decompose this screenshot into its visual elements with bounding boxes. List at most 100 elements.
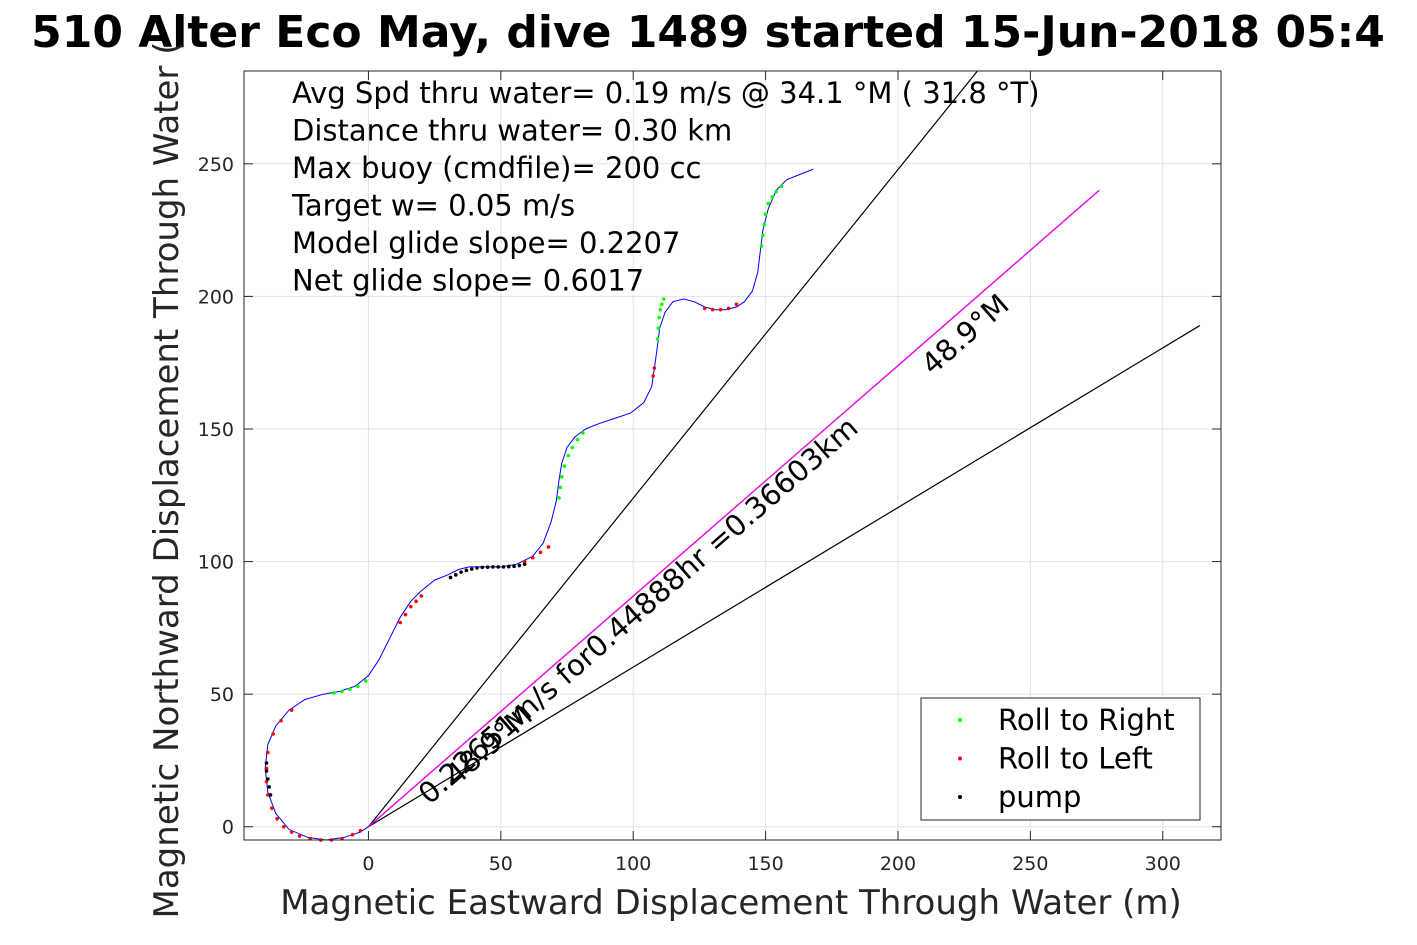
- plot-frame: [243, 70, 1222, 841]
- roll-right-point: [557, 496, 561, 500]
- roll-left-point: [718, 307, 723, 312]
- pump-point: [485, 565, 490, 569]
- heading-label-upper: 48.9°M: [915, 287, 1016, 381]
- x-tick-label: 150: [747, 853, 783, 875]
- x-tick-label: 50: [489, 853, 513, 875]
- roll-right-point: [558, 485, 563, 490]
- roll-left-point: [652, 366, 657, 370]
- pump-point: [480, 565, 485, 570]
- stats-line: Target w= 0.05 m/s: [291, 189, 575, 223]
- pump-point: [268, 793, 273, 797]
- pump-point: [448, 575, 453, 580]
- roll-left-point: [702, 306, 707, 311]
- legend: Roll to Right Roll to Left pump: [920, 697, 1201, 821]
- roll-left-point: [530, 555, 535, 560]
- roll-left-point: [409, 604, 413, 609]
- roll-right-point: [566, 453, 571, 458]
- pump-point: [469, 567, 474, 571]
- roll-right-point: [779, 184, 784, 189]
- roll-left-point: [281, 824, 286, 829]
- chart-title: 510 Alter Eco May, dive 1489 started 15-…: [31, 7, 1385, 58]
- roll-right-point: [770, 195, 775, 199]
- tick-layer: 0 50 100 150 200 250 300 0 50 100 150 200 250: [198, 71, 1221, 875]
- roll-right-point: [332, 691, 336, 695]
- roll-left-point: [264, 766, 269, 771]
- stats-line: Avg Spd thru water= 0.19 m/s @ 34.1 °M (…: [292, 76, 1040, 110]
- roll-right-point: [661, 297, 666, 301]
- roll-left-point: [297, 834, 302, 838]
- legend-label: Roll to Right: [998, 703, 1175, 737]
- pump-point: [501, 565, 506, 569]
- pump-point: [496, 565, 500, 569]
- roll-right-point: [363, 679, 368, 683]
- roll-right-point: [340, 689, 344, 694]
- y-axis-label: Magnetic Northward Displacement Through …: [147, 42, 187, 919]
- legend-label: Roll to Left: [998, 742, 1153, 776]
- pump-point: [264, 769, 269, 773]
- roll-right-point: [559, 474, 564, 479]
- y-tick-label: 0: [222, 817, 234, 839]
- roll-left-point: [651, 374, 655, 378]
- y-tick-label: 50: [210, 684, 234, 706]
- roll-right-point: [762, 223, 767, 227]
- roll-left-point: [264, 779, 269, 784]
- roll-left-point: [358, 828, 363, 833]
- legend-marker: [958, 795, 962, 799]
- roll-left-point: [270, 806, 274, 810]
- stats-annotations: Avg Spd thru water= 0.19 m/s @ 34.1 °M (…: [291, 76, 1040, 298]
- roll-right-point: [774, 189, 778, 194]
- roll-left-point: [710, 307, 715, 312]
- roll-right-point: [657, 315, 661, 320]
- x-tick-label: 250: [1012, 853, 1048, 875]
- roll-right-point: [562, 464, 567, 468]
- pump-point: [517, 563, 522, 568]
- y-tick-label: 250: [198, 154, 234, 176]
- roll-left-point: [289, 830, 294, 834]
- roll-right-point: [656, 326, 661, 331]
- roll-left-point: [266, 750, 270, 755]
- roll-left-point: [546, 545, 551, 549]
- roll-left-point: [271, 732, 275, 736]
- pump-point: [464, 568, 469, 573]
- roll-left-point: [414, 599, 418, 604]
- pump-point: [506, 564, 511, 569]
- current-line: [368, 189, 1100, 828]
- roll-left-point: [522, 559, 527, 564]
- pump-point: [266, 777, 270, 781]
- heading-line: [367, 71, 978, 828]
- pump-point: [475, 566, 479, 570]
- x-axis-label: Magnetic Eastward Displacement Through W…: [280, 883, 1182, 923]
- roll-right-point: [763, 212, 768, 216]
- roll-left-point: [266, 793, 270, 797]
- roll-right-point: [759, 244, 764, 248]
- stats-line: Model glide slope= 0.2207: [292, 226, 680, 260]
- roll-left-point: [398, 620, 403, 625]
- pump-point: [522, 562, 527, 567]
- stats-line: Distance thru water= 0.30 km: [292, 114, 732, 148]
- roll-left-point: [726, 306, 731, 311]
- roll-left-point: [275, 816, 279, 821]
- stats-line: Net glide slope= 0.6017: [292, 264, 644, 298]
- roll-right-point: [348, 687, 352, 692]
- pump-point: [454, 573, 458, 577]
- roll-right-point: [570, 445, 575, 450]
- pump-point: [491, 565, 495, 569]
- x-tick-label: 100: [615, 853, 651, 875]
- roll-right-point: [356, 684, 360, 688]
- legend-marker: [958, 718, 962, 722]
- x-tick-label: 200: [880, 853, 916, 875]
- stats-line: Max buoy (cmdfile)= 200 cc: [292, 151, 701, 185]
- roll-right-point: [766, 201, 771, 206]
- y-tick-label: 200: [198, 286, 234, 308]
- roll-left-point: [419, 594, 424, 598]
- marker-layer: [264, 184, 784, 842]
- roll-left-point: [289, 708, 294, 712]
- roll-right-point: [575, 437, 580, 442]
- pump-point: [264, 761, 269, 765]
- heading-line: [368, 325, 1201, 828]
- roll-left-point: [734, 302, 739, 307]
- pump-point: [512, 564, 516, 569]
- y-tick-label: 150: [198, 419, 234, 441]
- roll-right-point: [581, 431, 585, 435]
- roll-left-point: [350, 832, 355, 837]
